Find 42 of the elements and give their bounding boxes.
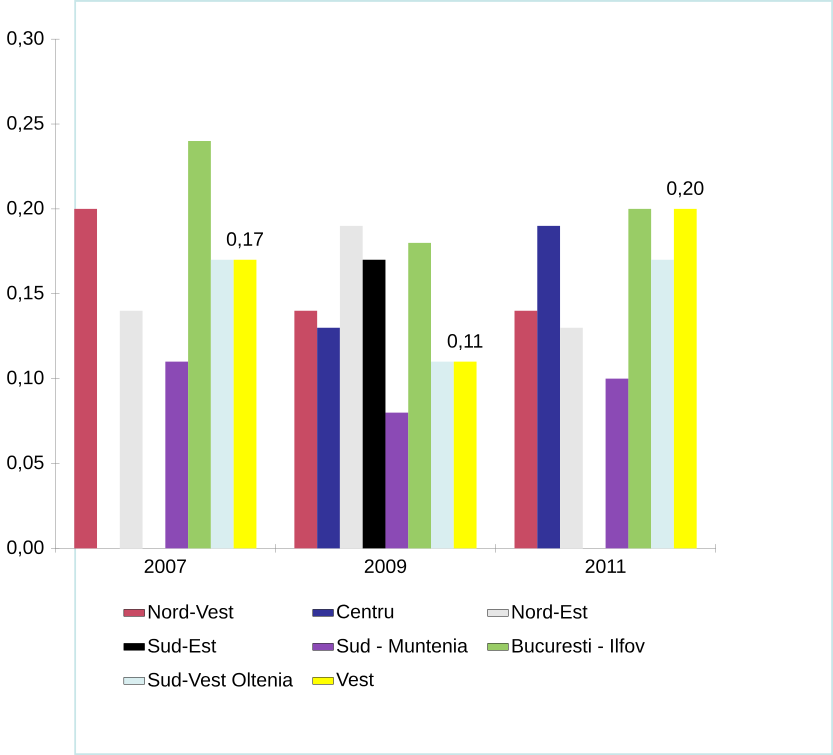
y-tick-label: 0,05 <box>7 455 44 472</box>
legend-label: Bucuresti - Ilfov <box>512 638 645 653</box>
data-label: 0,20 <box>667 181 704 198</box>
bar <box>628 208 652 548</box>
bar <box>188 140 211 548</box>
y-tick-label: 0,20 <box>7 200 44 217</box>
legend-label: Nord-Vest <box>148 604 234 619</box>
bar <box>408 242 432 548</box>
y-tick-label: 0,25 <box>7 116 44 132</box>
x-tick-label: 2007 <box>144 559 186 574</box>
x-tick-label: 2009 <box>364 559 406 574</box>
data-label: 0,17 <box>226 232 263 248</box>
legend-label: Sud-Vest Oltenia <box>148 672 294 687</box>
y-tick-label: 0,00 <box>7 540 44 556</box>
x-tick-label: 2011 <box>586 559 626 574</box>
bar <box>560 328 583 548</box>
bar <box>537 226 560 548</box>
legend-label: Sud - Muntenia <box>337 638 468 653</box>
y-tick-label: 0,30 <box>7 31 44 48</box>
bar <box>385 412 408 548</box>
bar <box>340 226 363 548</box>
legend-label: Sud-Est <box>148 638 216 653</box>
bar <box>606 378 628 548</box>
bar <box>210 260 234 548</box>
bar <box>454 362 477 548</box>
bar <box>74 208 98 548</box>
bar <box>362 260 386 548</box>
bar <box>165 362 188 548</box>
legend-label: Nord-Est <box>512 604 588 619</box>
bar <box>317 328 340 548</box>
bar <box>431 362 454 548</box>
bar <box>234 260 256 548</box>
bar <box>674 208 697 548</box>
bar <box>514 310 538 548</box>
data-label: 0,11 <box>448 334 482 350</box>
bar <box>294 310 318 548</box>
bar <box>651 260 674 548</box>
bar <box>120 310 143 548</box>
legend-label: Centru <box>337 604 394 618</box>
legend-label: Vest <box>336 672 374 686</box>
y-tick-label: 0,10 <box>7 370 44 387</box>
y-tick-label: 0,15 <box>7 286 44 302</box>
